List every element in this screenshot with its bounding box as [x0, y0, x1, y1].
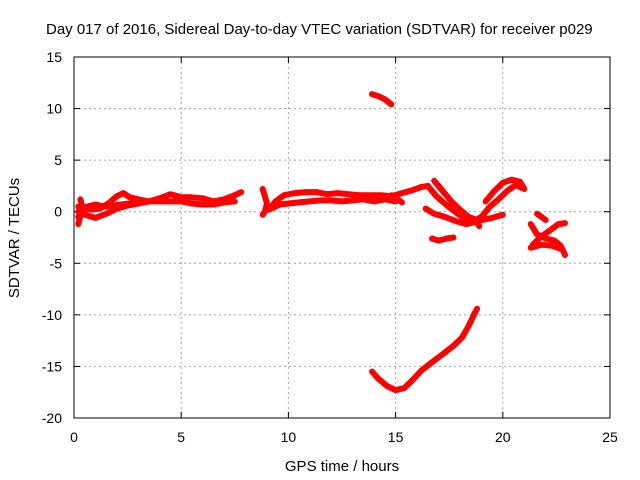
y-tick-label: 10 — [46, 101, 62, 117]
x-tick-label: 20 — [495, 429, 511, 445]
y-tick-label: 5 — [54, 152, 62, 168]
series-track-2 — [75, 198, 238, 221]
series-track-8 — [388, 192, 405, 206]
data-series — [75, 91, 568, 394]
series-track-20 — [527, 241, 564, 252]
y-tick-label: -10 — [42, 307, 62, 323]
series-track-22 — [369, 305, 481, 394]
x-tick-label: 15 — [388, 429, 404, 445]
series-track-7 — [268, 196, 399, 212]
series-track-11 — [422, 205, 478, 228]
plot-frame — [73, 56, 611, 419]
series-track-6 — [266, 182, 431, 213]
series-track-14 — [478, 211, 506, 223]
x-tick-label: 10 — [281, 429, 297, 445]
x-tick-label: 5 — [177, 429, 185, 445]
x-tick-label: 25 — [602, 429, 618, 445]
series-track-5 — [259, 186, 270, 218]
x-tick-label: 0 — [70, 429, 78, 445]
y-tick-label: -15 — [42, 358, 62, 374]
y-tick-label: 15 — [46, 49, 62, 65]
series-track-19 — [529, 220, 568, 248]
x-axis-label: GPS time / hours — [285, 458, 399, 475]
series-track-10 — [431, 177, 481, 223]
series-track-4 — [75, 196, 85, 228]
series-track-15 — [474, 219, 483, 230]
y-axis-label: SDTVAR / TECUs — [6, 178, 23, 298]
chart-title: Day 017 of 2016, Sidereal Day-to-day VTE… — [46, 21, 593, 38]
y-tick-label: -5 — [50, 255, 63, 271]
series-track-17 — [369, 91, 395, 108]
y-tick-label: -20 — [42, 410, 62, 426]
series-track-13 — [482, 176, 528, 205]
y-tick-label: 0 — [54, 204, 62, 220]
series-track-16 — [429, 234, 457, 244]
series-track-3 — [75, 199, 142, 215]
series-track-9 — [424, 182, 476, 225]
grid-lines — [74, 57, 610, 418]
axis-ticks: 0 5 10 15 20 25 -20 -15 -10 -5 0 5 10 15 — [42, 49, 618, 445]
series-track-12 — [469, 181, 526, 225]
series-track-21 — [534, 210, 549, 223]
